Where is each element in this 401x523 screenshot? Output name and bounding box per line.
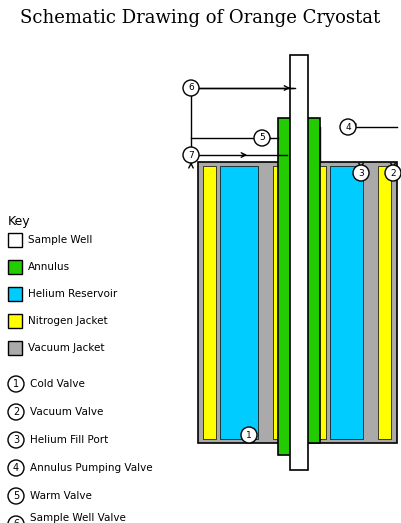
Bar (313, 166, 326, 439)
Text: 4: 4 (13, 463, 19, 473)
Circle shape (8, 404, 24, 420)
Text: 7: 7 (188, 151, 194, 160)
Circle shape (8, 432, 24, 448)
Circle shape (183, 147, 199, 163)
Bar (273, 166, 286, 439)
Text: 2: 2 (13, 407, 19, 417)
Text: 1: 1 (246, 430, 252, 439)
Circle shape (8, 488, 24, 504)
Bar (8, 233, 22, 247)
Text: Helium Fill Port: Helium Fill Port (30, 435, 108, 445)
Circle shape (8, 376, 24, 392)
Text: Warm Valve: Warm Valve (30, 491, 92, 501)
Circle shape (385, 165, 401, 181)
Circle shape (353, 165, 369, 181)
Circle shape (8, 516, 24, 523)
Circle shape (241, 427, 257, 443)
Bar (8, 260, 22, 274)
Circle shape (254, 130, 270, 146)
Text: 4: 4 (345, 122, 351, 131)
Text: 5: 5 (13, 491, 19, 501)
Text: 1: 1 (13, 379, 19, 389)
Circle shape (8, 460, 24, 476)
Text: 3: 3 (358, 168, 364, 177)
Text: 2: 2 (390, 168, 396, 177)
Bar (220, 166, 258, 439)
Text: Sample Well Valve
(3 Way): Sample Well Valve (3 Way) (30, 513, 126, 523)
Text: Nitrogen Jacket: Nitrogen Jacket (28, 316, 107, 326)
Text: Key: Key (8, 215, 30, 228)
Text: 3: 3 (13, 435, 19, 445)
Bar (308, 162, 397, 443)
Circle shape (340, 119, 356, 135)
Text: 5: 5 (259, 133, 265, 142)
Bar (8, 314, 22, 328)
Text: Helium Reservoir: Helium Reservoir (28, 289, 117, 299)
Text: Sample Well: Sample Well (28, 235, 92, 245)
Bar (8, 287, 22, 301)
Text: Vacuum Valve: Vacuum Valve (30, 407, 103, 417)
Text: Annulus Pumping Valve: Annulus Pumping Valve (30, 463, 153, 473)
Bar (305, 118, 320, 443)
Text: 6: 6 (13, 519, 19, 523)
Bar (278, 118, 295, 455)
Text: Cold Valve: Cold Valve (30, 379, 85, 389)
Text: Vacuum Jacket: Vacuum Jacket (28, 343, 105, 353)
Text: Schematic Drawing of Orange Cryostat: Schematic Drawing of Orange Cryostat (20, 9, 380, 27)
Bar (290, 55, 308, 470)
Bar (203, 166, 216, 439)
Text: Annulus: Annulus (28, 262, 70, 272)
Bar (378, 166, 391, 439)
Bar (198, 162, 292, 443)
Circle shape (183, 80, 199, 96)
Bar (330, 166, 363, 439)
Bar (8, 341, 22, 355)
Text: 6: 6 (188, 84, 194, 93)
